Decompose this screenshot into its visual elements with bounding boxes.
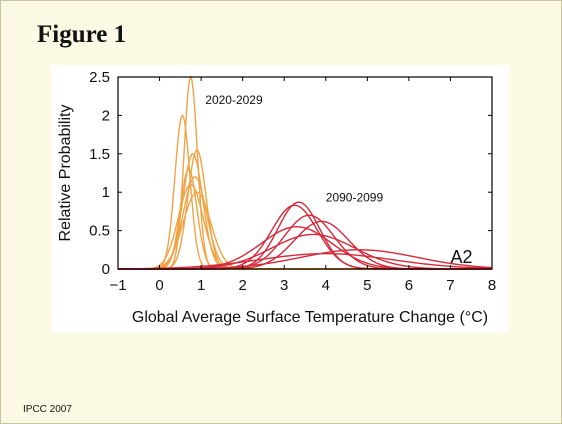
source-footer: IPCC 2007	[23, 404, 72, 415]
x-tick-label: 0	[155, 277, 163, 294]
y-tick-label: 0	[102, 261, 110, 278]
y-tick-label: 1.5	[89, 146, 110, 163]
curve-2090-2099-8	[118, 252, 493, 270]
period-label: 2090-2099	[326, 190, 384, 204]
probability-chart: −1 0 1 2 3 4 5 6 7 800.511.522.5 2020-20292090-20…	[57, 69, 496, 326]
y-tick-label: 0.5	[89, 223, 110, 240]
y-axis-label: Relative Probability	[57, 105, 74, 242]
scenario-label: A2	[450, 247, 472, 267]
x-tick-label: 5	[363, 277, 371, 294]
x-tick-label: 4	[322, 277, 330, 294]
x-axis-label: Global Average Surface Temperature Chang…	[132, 309, 488, 326]
annotation-layer: 2020-2029 2090-2099 A2	[205, 93, 472, 267]
x-tick-label: 8	[488, 277, 496, 294]
y-tick-label: 2.5	[89, 69, 110, 86]
x-tick-label: 1	[197, 277, 205, 294]
x-tick-label: 7	[446, 277, 454, 294]
curve-2020-2029-8	[118, 191, 492, 270]
y-tick-label: 1	[102, 184, 110, 201]
tick-layer: −1 0 1 2 3 4 5 6 7 800.511.522.5	[89, 69, 496, 294]
x-tick-label: 2	[238, 277, 246, 294]
x-tick-label: 3	[280, 277, 288, 294]
plot-frame	[117, 76, 493, 270]
chart-panel: −1 0 1 2 3 4 5 6 7 8 0 0.5 1 1.5 2 2.5 2020-2029 2090-20…	[51, 65, 509, 333]
x-tick-label: −1	[109, 277, 126, 294]
period-label: 2020-2029	[205, 93, 263, 107]
curve-layer	[118, 75, 493, 270]
x-tick-label: 6	[405, 277, 413, 294]
y-tick-label: 2	[102, 107, 110, 124]
slide-title: Figure 1	[37, 21, 127, 48]
curve-2020-2029-1	[118, 75, 492, 270]
